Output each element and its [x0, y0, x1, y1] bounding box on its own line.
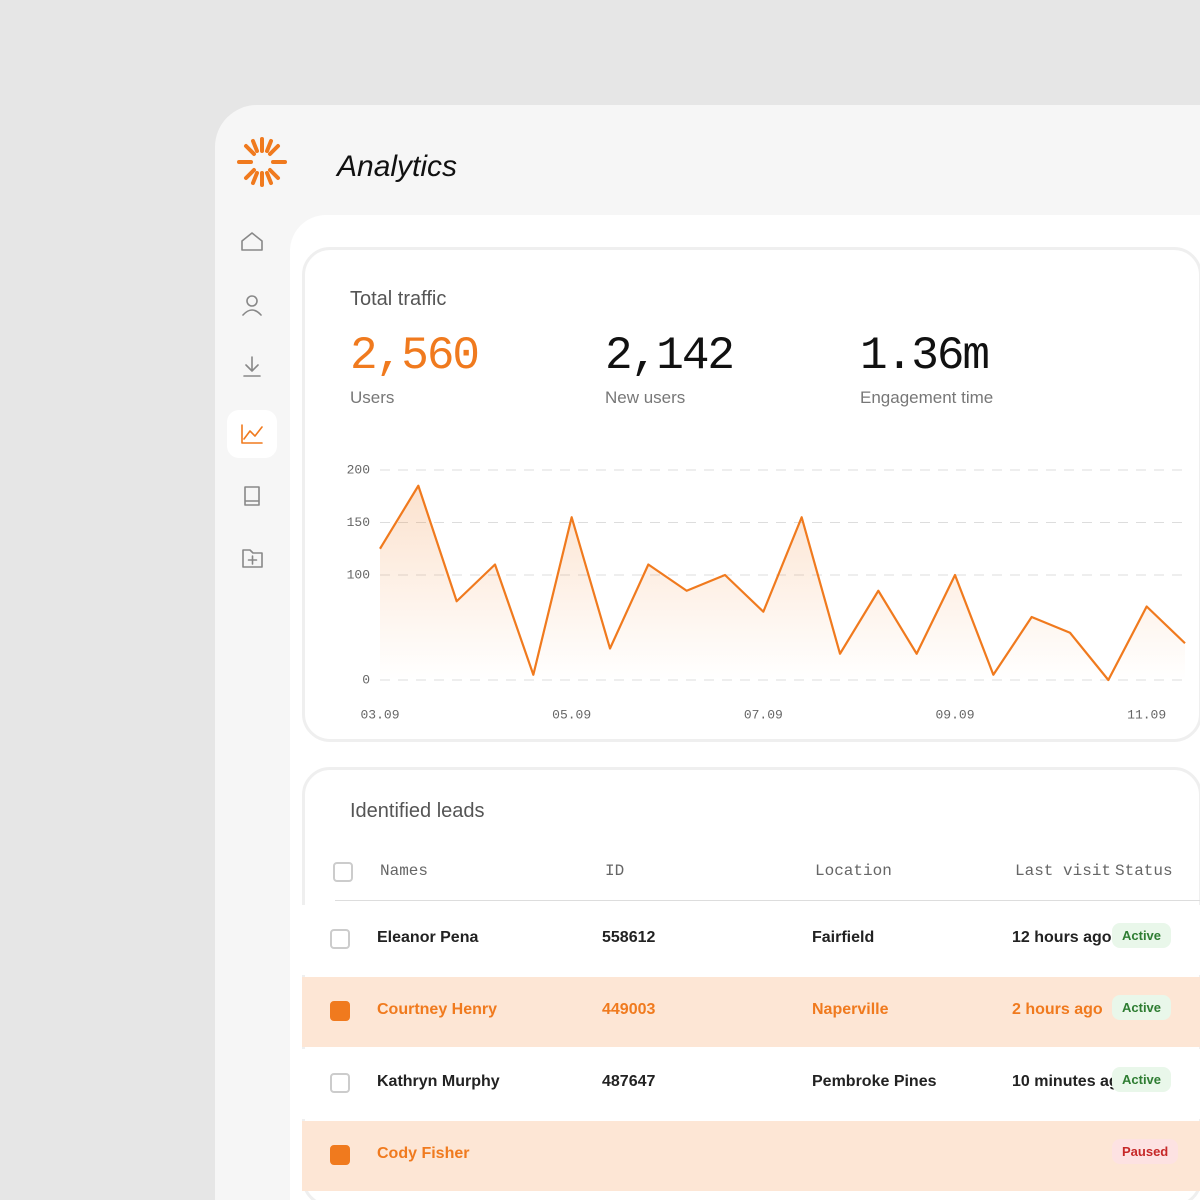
x-tick-label: 11.09 [1127, 707, 1166, 722]
status-pill: Paused [1112, 1139, 1179, 1164]
table-cell: Kathryn Murphy [377, 1073, 500, 1090]
table-row: Cody Fisher Paused [302, 1121, 1200, 1191]
sidebar [227, 232, 277, 568]
checkbox[interactable] [330, 1073, 350, 1093]
table-cell: Naperville [812, 1001, 889, 1018]
leads-card: Identified leads Names ID Location Last vis… [302, 767, 1200, 1200]
stat-label: New users [605, 388, 686, 407]
traffic-chart: 0 100 150 200 03.09 05.09 07.09 09.09 11.09 [347, 462, 1186, 722]
table-cell: 12 hours ago [1012, 929, 1112, 946]
y-tick-label: 100 [347, 567, 370, 582]
divider [335, 900, 1200, 901]
page-title: Analytics [337, 150, 458, 183]
status-pill: Active [1112, 1067, 1172, 1092]
column-header: Last visit [1015, 862, 1112, 880]
table-cell: Pembroke Pines [812, 1073, 937, 1090]
column-header: Names [380, 862, 429, 880]
table-cell: 449003 [602, 1001, 656, 1018]
card-title: Identified leads [350, 800, 485, 822]
table-cell: Fairfield [812, 929, 875, 946]
checkbox[interactable] [330, 929, 350, 949]
table-cell: 2 hours ago [1012, 1001, 1103, 1018]
traffic-card: Total traffic 0 100 150 200 03.09 05.09 07.09 0… [302, 247, 1200, 742]
y-tick-label: 150 [347, 515, 370, 530]
x-tick-label: 09.09 [935, 707, 974, 722]
x-tick-label: 07.09 [744, 707, 783, 722]
status-pill: Active [1112, 923, 1172, 948]
home-icon[interactable] [241, 232, 263, 251]
area [380, 485, 1185, 680]
table-cell: 487647 [602, 1073, 656, 1090]
table-cell: 558612 [602, 929, 656, 946]
stat-value: 1.36m [860, 330, 990, 382]
x-tick-label: 05.09 [552, 707, 591, 722]
stat-value: 2,142 [605, 330, 735, 382]
folder-icon[interactable] [242, 549, 263, 568]
table-row: Eleanor Pena 558612 Fairfield 12 hours ago A… [302, 905, 1200, 975]
table-cell: Courtney Henry [377, 1001, 498, 1018]
stat-label: Engagement time [860, 388, 994, 407]
table-row: Kathryn Murphy 487647 Pembroke Pines 10 min… [302, 1049, 1200, 1119]
book-icon[interactable] [244, 486, 260, 506]
column-header: Location [815, 862, 892, 880]
checkbox[interactable] [330, 1001, 350, 1021]
logo [237, 137, 287, 187]
table-row: Courtney Henry 449003 Naperville 2 hours ag… [302, 977, 1200, 1047]
app-frame: Analytics Total traffic 0 100 150 200 03.09 0… [215, 105, 1200, 1200]
checkbox[interactable] [330, 1145, 350, 1165]
x-tick-label: 03.09 [360, 707, 399, 722]
stat-label: Users [350, 388, 395, 407]
user-icon[interactable] [242, 295, 262, 316]
content-panel: Total traffic 0 100 150 200 03.09 05.09 07.09 0… [290, 215, 1200, 1200]
status-pill: Active [1112, 995, 1172, 1020]
stat-value: 2,560 [350, 330, 480, 382]
column-header: Status [1115, 862, 1173, 880]
chart-icon[interactable] [241, 424, 263, 444]
line [379, 484, 1186, 682]
table-cell: 10 minutes ago [1012, 1073, 1129, 1090]
table-cell: Eleanor Pena [377, 929, 479, 946]
checkbox [333, 862, 353, 882]
card-title: Total traffic [350, 288, 447, 310]
download-icon[interactable] [243, 356, 261, 377]
y-tick-label: 0 [362, 672, 370, 687]
column-header: ID [605, 862, 625, 880]
table-cell: Cody Fisher [377, 1145, 470, 1162]
y-tick-label: 200 [347, 462, 370, 477]
